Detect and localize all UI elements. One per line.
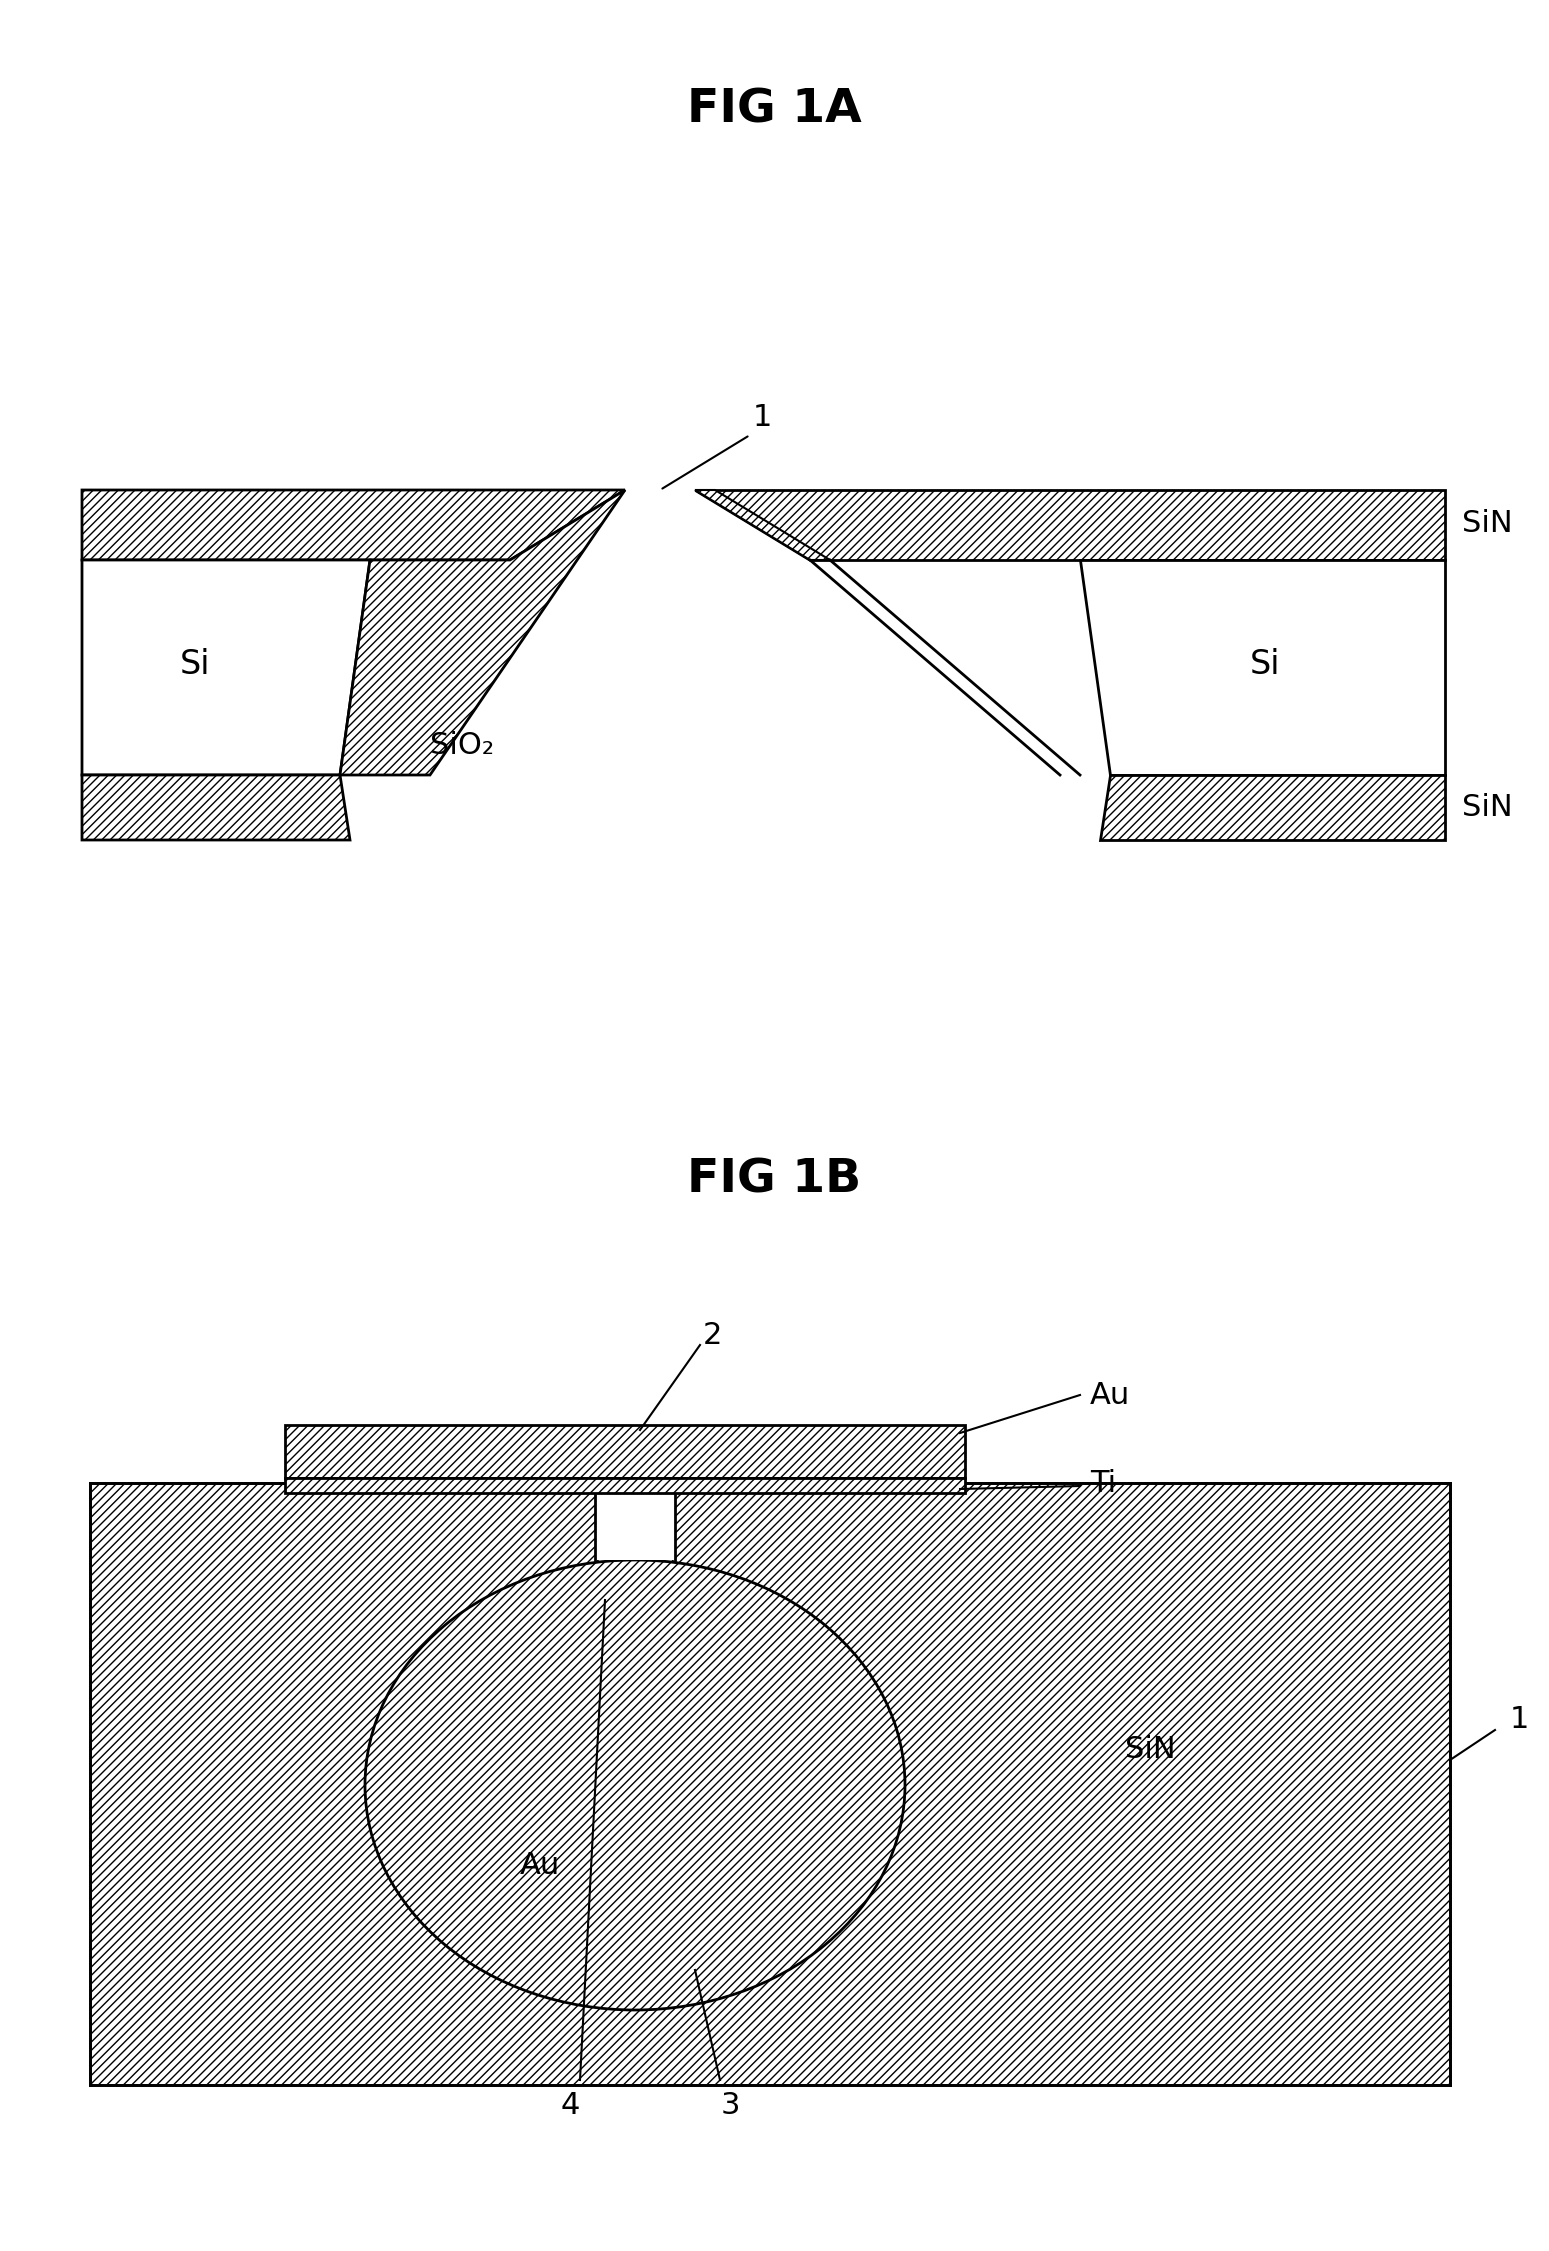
Text: 2: 2 xyxy=(702,1321,722,1351)
Text: Si: Si xyxy=(180,648,211,682)
Text: FIG 1B: FIG 1B xyxy=(686,1157,861,1202)
Polygon shape xyxy=(285,1425,965,1479)
Text: 4: 4 xyxy=(561,2091,579,2120)
Text: Si: Si xyxy=(1250,648,1281,682)
Text: Au: Au xyxy=(1090,1380,1131,1409)
Polygon shape xyxy=(285,1479,965,1492)
Text: 3: 3 xyxy=(720,2091,740,2120)
Polygon shape xyxy=(696,491,1445,560)
Text: SiO₂: SiO₂ xyxy=(431,732,494,759)
Text: 1: 1 xyxy=(753,403,771,432)
Polygon shape xyxy=(339,491,624,774)
Text: SiN: SiN xyxy=(1462,509,1513,538)
Ellipse shape xyxy=(366,1560,905,2010)
Ellipse shape xyxy=(366,1560,905,2010)
Polygon shape xyxy=(696,491,830,560)
Polygon shape xyxy=(82,774,350,840)
Text: SiN: SiN xyxy=(1462,795,1513,822)
Polygon shape xyxy=(90,1483,1450,2084)
Polygon shape xyxy=(595,1481,675,1560)
Text: Au: Au xyxy=(520,1850,561,1880)
Polygon shape xyxy=(82,491,624,560)
Text: FIG 1A: FIG 1A xyxy=(686,88,861,133)
Text: SiN: SiN xyxy=(1125,1736,1176,1765)
Polygon shape xyxy=(1080,560,1445,774)
Text: 1: 1 xyxy=(1510,1706,1529,1736)
Text: Ti: Ti xyxy=(1090,1468,1117,1497)
Polygon shape xyxy=(82,560,370,774)
Polygon shape xyxy=(1100,774,1445,840)
